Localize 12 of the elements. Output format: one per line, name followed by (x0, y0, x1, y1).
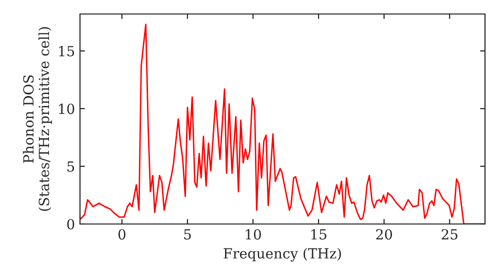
y-tick-label: 0 (67, 218, 74, 230)
x-tick-label: 25 (442, 229, 458, 240)
y-tick-label: 10 (59, 104, 74, 114)
y-tick-label: 15 (59, 46, 74, 56)
y-axis-title: Phonon DOS (States/THz·primitive cell) (22, 27, 52, 211)
x-tick-label: 20 (376, 229, 392, 240)
x-axis-title: Frequency (THz) (224, 248, 341, 262)
x-tick-label: 10 (246, 229, 261, 240)
x-tick-label: 15 (311, 229, 326, 240)
y-tick-label: 5 (67, 161, 74, 172)
x-tick-label: 5 (184, 229, 191, 240)
x-tick-label: 0 (118, 229, 126, 240)
